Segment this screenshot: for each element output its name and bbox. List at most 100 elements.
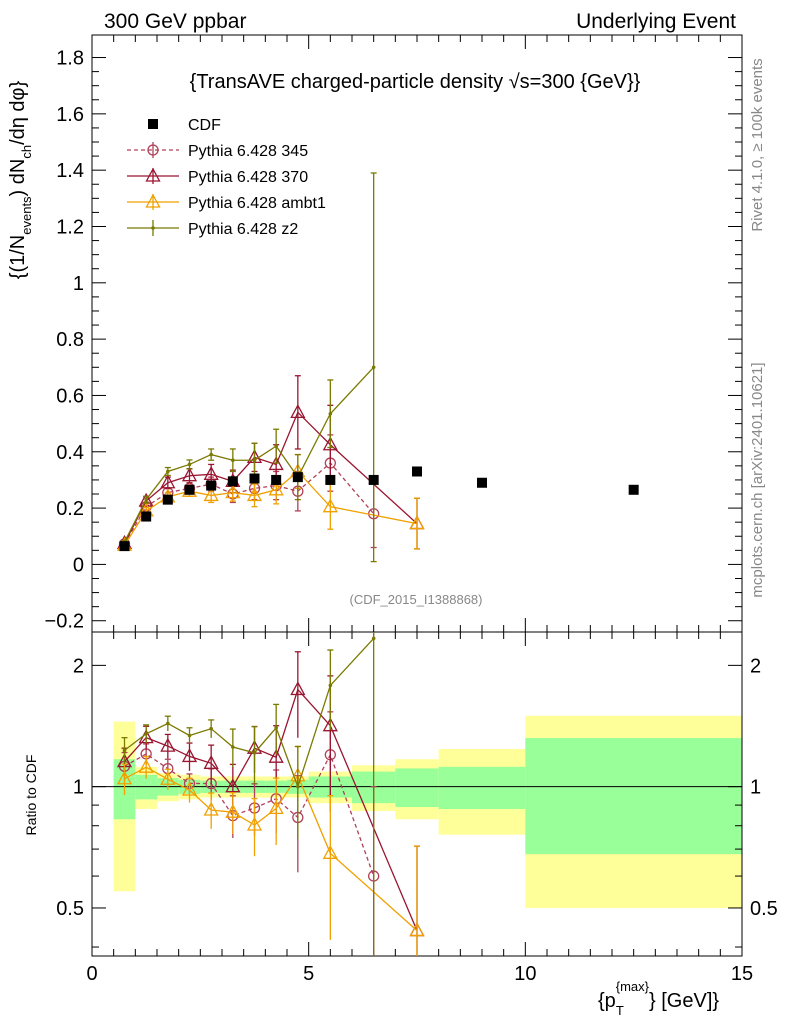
series-point-3-2 (166, 469, 170, 474)
legend-label-1: Pythia 6.428 345 (188, 143, 308, 160)
series-point-1-3 (181, 467, 198, 482)
header-left: 300 GeV ppbar (104, 10, 246, 33)
series-point-1-9 (322, 436, 338, 451)
band-stat-13 (525, 738, 742, 855)
ratio-point-2-3 (181, 781, 198, 796)
ratio-point-2-0 (116, 770, 133, 785)
legend-marker-4 (151, 226, 155, 230)
ratio-point-1-4 (203, 754, 219, 769)
y-tick-label-5: 0.8 (56, 329, 84, 351)
x-axis-label: {pT {max}} [GeV]} (598, 979, 719, 1018)
watermark-right: Rivet 4.1.0, ≥ 100k events (749, 58, 766, 231)
series-point-3-7 (274, 444, 278, 448)
cdf-point-13 (628, 484, 639, 495)
ratio-point-2-1 (138, 758, 154, 773)
ratio-point-3-4 (209, 726, 213, 731)
ylabel-part-2: events (19, 196, 34, 235)
watermark-bottom: mcplots.cern.ch [arXiv:2401.10621] (749, 362, 766, 597)
cdf-point-2 (162, 494, 173, 505)
ratio-point-3-9 (328, 683, 333, 688)
ylabel-part-1: {(1/N (7, 235, 29, 279)
series-point-1-7 (268, 456, 284, 471)
ratio-tick-label-right-0: 0.5 (750, 898, 778, 920)
xlabel-part-3: {max} (616, 979, 650, 994)
labels: 300 GeV ppbar Underlying Event {TransAVE… (7, 10, 766, 1018)
ratio-line-0 (124, 753, 375, 877)
series-line-0 (123, 462, 375, 545)
y-tick-label-10: 1.8 (56, 48, 84, 70)
band-group (113, 715, 742, 908)
ratio-tick-label-1: 1 (73, 777, 84, 799)
ratio-tick-label-right-1: 1 (750, 777, 761, 799)
cdf-point-1 (141, 511, 152, 522)
axes: 0 5 10 15 −0.2 0 0.2 0.4 0.6 0.8 1 1.2 1.4 1.6 1.8 0.5 0… (45, 34, 778, 985)
y-tick-label-2: 0.2 (56, 498, 84, 520)
band-stat-11 (395, 768, 439, 808)
ylabel-part-5: /dη dφ} (7, 80, 29, 144)
ratio-series (116, 632, 425, 956)
ratio-point-1-8 (290, 681, 306, 696)
ratio-tick-label-right-2: 2 (750, 655, 761, 677)
ratio-point-1-2 (160, 737, 176, 752)
series-point-3-6 (252, 458, 257, 463)
legend: CDF Pythia 6.428 345 Pythia 6.428 370 Pythi… (127, 117, 326, 238)
ratio-point-3-7 (274, 725, 278, 730)
main-series (116, 172, 639, 563)
ylabel-part-3: ) dN (7, 159, 29, 197)
series-point-3-3 (187, 462, 192, 467)
y-tick-label-9: 1.6 (56, 104, 84, 126)
y-tick-label-3: 0.4 (56, 442, 84, 464)
series-point-1-2 (160, 474, 176, 489)
ratio-point-1-5 (225, 778, 241, 793)
cdf-point-7 (271, 474, 282, 485)
y-tick-label-4: 0.6 (56, 385, 84, 407)
ratio-point-3-8 (296, 784, 300, 789)
ratio-point-2-4 (203, 801, 219, 816)
cdf-point-5 (227, 476, 238, 487)
series-point-3-5 (231, 458, 235, 463)
cdf-point-11 (412, 466, 422, 477)
legend-label-3: Pythia 6.428 ambt1 (188, 195, 326, 212)
series-point-1-1 (138, 492, 154, 507)
ratio-point-3-1 (144, 731, 148, 736)
cdf-point-4 (206, 480, 217, 491)
band-stat-12 (438, 766, 526, 810)
series-point-2-6 (246, 487, 263, 502)
y-tick-label-6: 1 (73, 273, 84, 295)
series-point-3-9 (328, 411, 333, 416)
y-tick-label-8: 1.4 (56, 160, 84, 182)
legend-marker-2 (145, 167, 161, 182)
ratio-point-3-6 (252, 751, 257, 755)
legend-label-0: CDF (188, 117, 221, 134)
x-tick-label-3: 15 (731, 963, 753, 985)
cdf-point-3 (184, 484, 195, 495)
ratio-tick-label-2: 2 (73, 655, 84, 677)
xlabel-part-2: T (616, 1003, 624, 1018)
ratio-point-3-3 (187, 733, 192, 738)
legend-marker-0 (148, 119, 158, 129)
x-tick-label-1: 5 (303, 963, 314, 985)
xlabel-part-1: {p (598, 990, 616, 1012)
ratio-ylabel: Ratio to CDF (23, 755, 39, 836)
ratio-point-2-6 (246, 816, 263, 831)
series-point-2-4 (203, 487, 219, 502)
series-point-3-1 (144, 497, 148, 502)
series-point-1-8 (290, 403, 306, 418)
ratio-point-1-9 (322, 717, 338, 732)
ratio-point-2-9 (322, 844, 338, 859)
cdf-point-0 (119, 541, 130, 552)
ratio-point-2-5 (225, 803, 241, 818)
cdf-point-10 (368, 474, 379, 485)
series-point-2-9 (322, 498, 338, 513)
header-right: Underlying Event (576, 10, 736, 33)
series-line-3 (123, 366, 375, 543)
xlabel-part-4: } [GeV]} (649, 990, 719, 1012)
legend-label-2: Pythia 6.428 370 (188, 169, 308, 186)
series-point-1-4 (203, 465, 219, 480)
x-tick-label-0: 0 (86, 963, 97, 985)
ratio-point-3-0 (122, 748, 127, 753)
ratio-point-3-10 (371, 636, 376, 641)
ratio-point-2-7 (268, 800, 284, 815)
series-point-3-10 (371, 365, 376, 370)
series-point-2-7 (268, 481, 284, 496)
